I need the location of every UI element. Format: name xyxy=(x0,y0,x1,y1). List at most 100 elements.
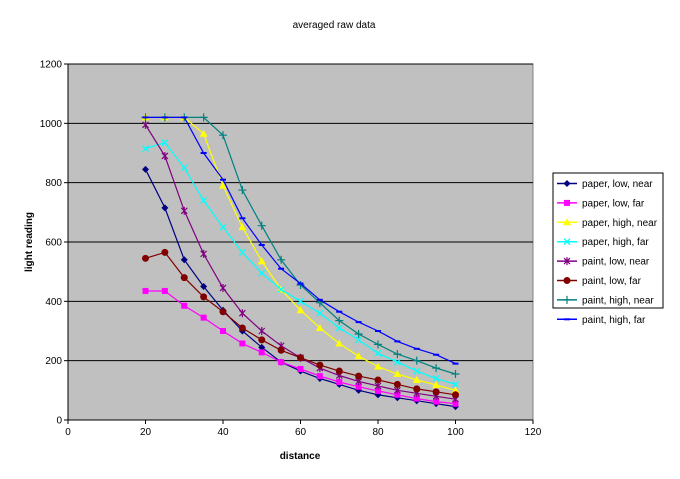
legend-marker xyxy=(563,218,571,226)
y-tick-label: 1200 xyxy=(40,60,63,71)
data-point xyxy=(258,336,266,344)
y-axis-title: light reading xyxy=(24,212,35,272)
data-point xyxy=(432,380,441,388)
data-point xyxy=(257,221,266,230)
legend-label: paper, high, far xyxy=(582,237,649,248)
data-point xyxy=(238,186,247,195)
data-point xyxy=(297,354,304,362)
legend-item: paint, low, near xyxy=(557,257,650,268)
data-point xyxy=(239,340,246,347)
y-tick-label: 1000 xyxy=(40,119,63,130)
legend-item: paint, low, far xyxy=(557,276,642,287)
data-point xyxy=(180,256,188,264)
data-point xyxy=(277,255,286,264)
data-point xyxy=(180,274,188,282)
y-tick-label: 600 xyxy=(45,238,62,249)
data-point xyxy=(354,329,363,338)
legend-marker xyxy=(563,180,571,187)
data-point xyxy=(181,302,188,309)
x-tick-label: 80 xyxy=(372,427,384,438)
data-point xyxy=(258,327,266,335)
y-tick-label: 400 xyxy=(45,297,62,308)
data-point xyxy=(238,223,247,231)
series-group xyxy=(141,113,460,411)
legend: paper, low, near paper, low, far paper, hi… xyxy=(552,172,664,326)
x-tick-label: 40 xyxy=(217,427,229,438)
data-point xyxy=(219,308,227,316)
data-point xyxy=(393,370,402,378)
axes: 0 200 400 600 800 1000 1200 0 20 40 60 80 100 120 xyxy=(40,60,542,439)
data-point xyxy=(412,375,421,383)
data-point xyxy=(278,359,285,366)
data-point xyxy=(142,145,149,153)
legend-item: paint, high, near xyxy=(557,295,654,306)
data-point xyxy=(200,283,208,290)
data-point xyxy=(161,248,169,256)
data-point xyxy=(316,373,323,380)
data-point xyxy=(161,287,168,294)
data-point xyxy=(375,387,381,394)
data-point xyxy=(219,131,227,140)
data-point xyxy=(257,257,266,265)
legend-label: paint, high, far xyxy=(582,315,646,326)
data-point xyxy=(220,328,226,334)
data-point xyxy=(413,395,420,402)
legend-marker xyxy=(563,257,571,266)
legend-label: paint, high, near xyxy=(582,295,654,306)
data-point xyxy=(413,367,421,375)
data-point xyxy=(316,361,324,369)
data-point xyxy=(200,314,207,321)
legend-item: paper, high, far xyxy=(557,237,649,248)
data-point xyxy=(374,362,382,370)
data-point xyxy=(393,358,401,366)
legend-item: paper, low, near xyxy=(557,179,653,190)
x-tick-label: 20 xyxy=(140,427,152,438)
data-point xyxy=(335,367,343,375)
data-point xyxy=(374,376,382,384)
data-point xyxy=(238,324,246,332)
data-point xyxy=(393,380,401,388)
data-point xyxy=(161,151,169,160)
legend-marker xyxy=(563,277,571,284)
chart-title: averaged raw data xyxy=(293,20,376,31)
data-point xyxy=(452,400,459,407)
data-point xyxy=(200,249,208,258)
data-point xyxy=(374,349,382,357)
data-point xyxy=(432,364,441,373)
legend-item: paper, high, near xyxy=(557,218,658,229)
data-point xyxy=(335,339,344,347)
data-point xyxy=(142,165,149,173)
legend-item: paint, high, far xyxy=(557,315,646,326)
data-point xyxy=(335,316,344,325)
x-tick-label: 0 xyxy=(65,427,71,438)
data-point xyxy=(238,309,246,318)
legend-marker xyxy=(564,199,570,206)
data-point xyxy=(452,391,459,399)
data-point xyxy=(354,352,363,360)
data-point xyxy=(297,297,304,305)
data-point xyxy=(315,324,324,332)
data-point xyxy=(238,248,246,256)
legend-label: paper, high, near xyxy=(582,218,658,229)
data-point xyxy=(355,383,362,390)
legend-label: paint, low, near xyxy=(582,257,650,268)
data-point xyxy=(277,346,285,354)
data-point xyxy=(180,206,188,215)
data-point xyxy=(277,286,285,293)
x-axis-title: distance xyxy=(280,451,321,462)
x-tick-label: 120 xyxy=(525,427,542,438)
data-point xyxy=(219,181,227,189)
data-point xyxy=(413,385,421,393)
series-paint-high-far xyxy=(142,116,459,365)
y-tick-label: 200 xyxy=(45,356,62,367)
data-point xyxy=(451,370,460,379)
data-point xyxy=(142,287,149,294)
series-paper-high-far xyxy=(142,139,459,388)
data-point xyxy=(316,309,324,317)
data-point xyxy=(432,388,440,396)
data-point xyxy=(142,120,149,129)
data-point xyxy=(394,391,401,398)
data-point xyxy=(219,223,227,231)
